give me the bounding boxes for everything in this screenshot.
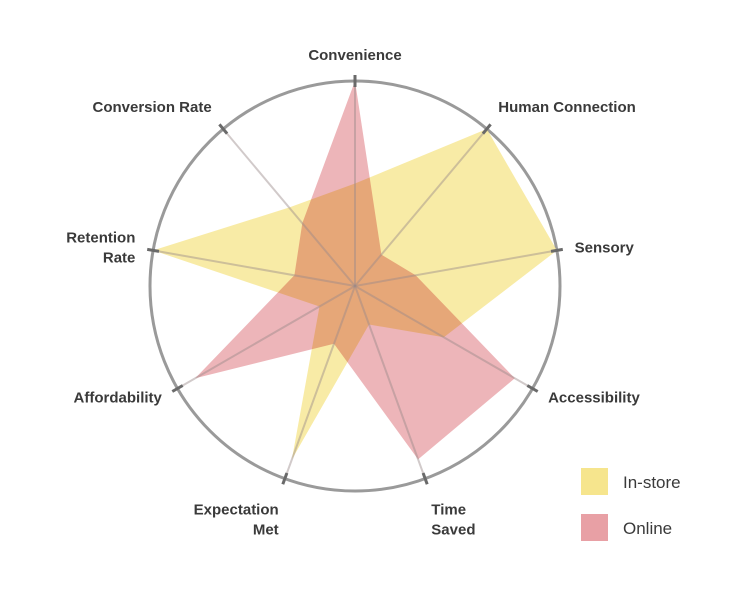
axis-labels: Convenience Human Connection Sensory Access… <box>66 47 640 539</box>
axis-label-human-connection: Human Connection <box>498 99 636 116</box>
radar-tick-2 <box>550 247 564 253</box>
radar-spokes <box>146 75 564 485</box>
axis-label-time-saved: Time Saved <box>431 502 475 539</box>
radar-tick-3 <box>526 384 539 393</box>
axis-label-affordability: Affordability <box>74 390 163 407</box>
axis-label-conversion-rate: Conversion Rate <box>92 99 211 116</box>
radar-spoke-5 <box>283 285 356 479</box>
legend-label-in-store: In-store <box>623 473 681 492</box>
radar-tick-4 <box>421 472 429 485</box>
axis-label-expectation-met: Expectation Met <box>194 502 279 539</box>
legend-swatch-online <box>581 514 608 541</box>
axis-label-convenience: Convenience <box>308 47 401 64</box>
legend-label-online: Online <box>623 519 672 538</box>
legend: In-store Online <box>581 468 681 541</box>
axis-label-accessibility: Accessibility <box>548 390 640 407</box>
radar-tick-8 <box>218 123 229 135</box>
radar-tick-7 <box>146 247 160 253</box>
axis-label-retention-rate: Retention Rate <box>66 229 135 266</box>
axis-label-sensory: Sensory <box>575 239 635 256</box>
radar-spoke-6 <box>176 285 356 390</box>
radar-tick-6 <box>171 384 184 393</box>
radar-spoke-1 <box>354 128 488 287</box>
legend-swatch-in-store <box>581 468 608 495</box>
radar-spoke-8 <box>222 128 356 287</box>
legend-item-online[interactable]: Online <box>581 514 672 541</box>
legend-item-in-store[interactable]: In-store <box>581 468 681 495</box>
series-area-online <box>195 81 515 460</box>
radar-spoke-2 <box>354 249 558 287</box>
radar-tick-1 <box>481 123 492 135</box>
radar-series <box>153 81 557 460</box>
radar-spoke-7 <box>152 249 356 287</box>
radar-spoke-4 <box>354 285 427 479</box>
radar-tick-5 <box>281 472 289 485</box>
radar-spoke-3 <box>354 285 534 390</box>
